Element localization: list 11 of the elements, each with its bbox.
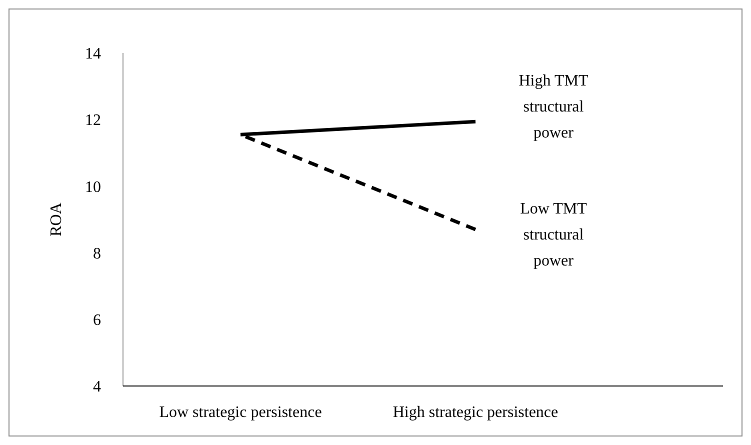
y-tick-label: 12 bbox=[85, 112, 101, 130]
text: Low TMT structural power bbox=[520, 200, 588, 270]
text: High TMT structural power bbox=[518, 72, 588, 142]
y-tick-label: 10 bbox=[85, 178, 101, 196]
x-tick-label: High strategic persistence bbox=[392, 404, 558, 421]
x-tick-label: Low strategic persistence bbox=[159, 404, 322, 421]
y-tick-label: 8 bbox=[93, 245, 101, 262]
y-axis-title: ROA bbox=[48, 202, 65, 236]
y-tick-label: 4 bbox=[93, 378, 101, 396]
y-tick-label: 6 bbox=[93, 312, 101, 329]
y-tick-label: 14 bbox=[85, 46, 101, 63]
